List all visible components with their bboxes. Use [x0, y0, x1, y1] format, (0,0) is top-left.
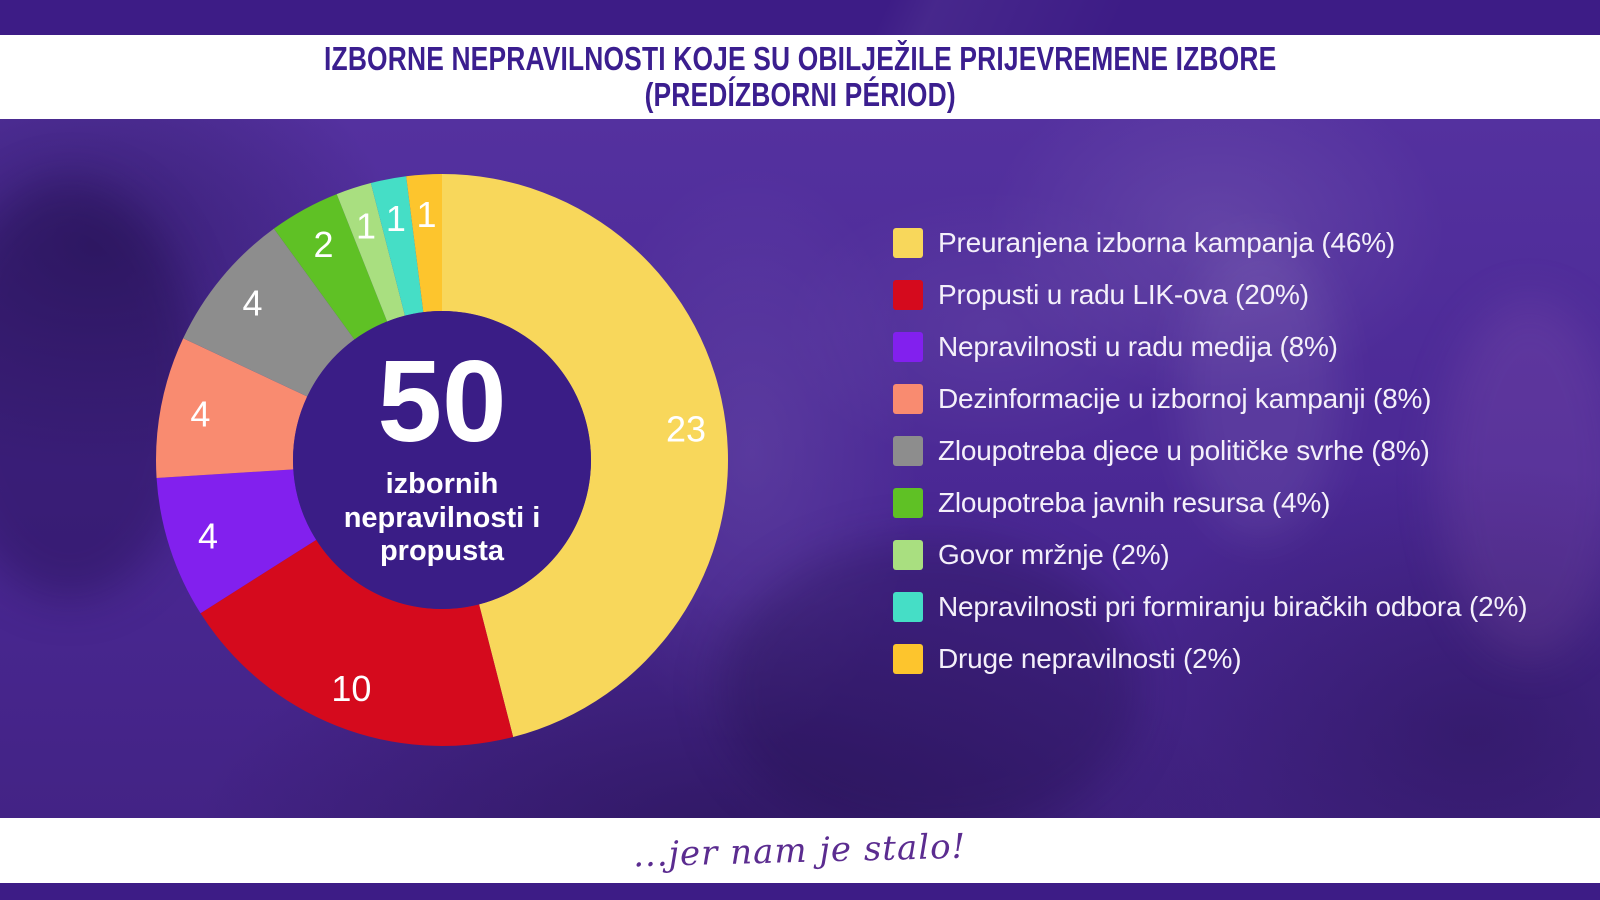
legend-swatch: [893, 644, 923, 674]
footer-band: ...jer nam je stalo!: [0, 818, 1600, 883]
donut-slice-preuranjena-izborna-kampanja: [442, 174, 729, 738]
footer-slogan: ...jer nam je stalo!: [632, 826, 968, 875]
legend-label: Govor mržnje (2%): [938, 539, 1170, 570]
legend-item: Druge nepravilnosti (2%): [893, 644, 1527, 674]
legend-swatch: [893, 488, 923, 518]
legend-item: Zloupotreba djece u političke svrhe (8%): [893, 436, 1527, 466]
photo-blob: [1180, 239, 1340, 539]
page-title-line1: IZBORNE NEPRAVILNOSTI KOJE SU OBILJEŽILE…: [323, 40, 1277, 78]
donut-slice-druge-nepravilnosti: [406, 174, 442, 313]
legend-swatch: [893, 280, 923, 310]
legend-swatch: [893, 592, 923, 622]
bottom-strip: [0, 883, 1600, 900]
legend-swatch: [893, 540, 923, 570]
legend-label: Druge nepravilnosti (2%): [938, 643, 1242, 674]
donut-slice-zloupotreba-djece-u-politi-ke-svrhe: [183, 228, 355, 397]
legend-item: Propusti u radu LIK-ova (20%): [893, 280, 1527, 310]
title-band: IZBORNE NEPRAVILNOSTI KOJE SU OBILJEŽILE…: [0, 35, 1600, 119]
top-strip: [0, 0, 1600, 35]
legend-swatch: [893, 228, 923, 258]
donut-slice-propusti-u-radu-lik-ova: [200, 539, 514, 746]
slice-value-label: 1: [356, 206, 376, 247]
legend-swatch: [893, 384, 923, 414]
slice-value-label: 2: [313, 224, 333, 265]
legend-item: Zloupotreba javnih resursa (4%): [893, 488, 1527, 518]
slice-value-label: 4: [190, 393, 210, 434]
photo-blob: [1440, 299, 1600, 659]
legend-label: Propusti u radu LIK-ova (20%): [938, 279, 1309, 310]
legend-item: Govor mržnje (2%): [893, 540, 1527, 570]
donut-center-circle: [293, 311, 591, 609]
legend-item: Nepravilnosti pri formiranju biračkih od…: [893, 591, 1528, 622]
chart-legend: Preuranjena izborna kampanja (46%) Propus…: [893, 228, 1528, 696]
slice-value-label: 1: [417, 194, 437, 235]
legend-swatch: [893, 436, 923, 466]
legend-label: Zloupotreba djece u političke svrhe (8%): [938, 435, 1430, 466]
legend-item: Preuranjena izborna kampanja (46%): [893, 228, 1527, 258]
legend-label: Dezinformacije u izbornoj kampanji (8%): [938, 383, 1432, 414]
donut-slice-zloupotreba-javnih-resursa: [273, 194, 388, 340]
legend-label: Zloupotreba javnih resursa (4%): [938, 487, 1331, 518]
slice-value-label: 4: [198, 516, 218, 557]
donut-slice-govor-mr-nje: [336, 182, 405, 322]
page-title-line2: (PREDÍZBORNI PÉRIOD): [644, 76, 956, 113]
photo-blob: [720, 539, 1140, 818]
donut-slice-nepravilnosti-pri-formiranju-bira-kih-odbora: [370, 176, 424, 316]
legend-label: Nepravilnosti pri formiranju biračkih od…: [938, 591, 1528, 622]
slice-value-label: 10: [331, 668, 371, 709]
page-title: IZBORNE NEPRAVILNOSTI KOJE SU OBILJEŽILE…: [324, 41, 1276, 112]
slice-value-label: 4: [242, 283, 262, 324]
donut-slice-nepravilnosti-u-radu-medija: [156, 469, 317, 614]
legend-label: Preuranjena izborna kampanja (46%): [938, 227, 1396, 258]
legend-item: Dezinformacije u izbornoj kampanji (8%): [893, 384, 1527, 414]
donut-slice-dezinformacije-u-izbornoj-kampanji: [155, 338, 308, 478]
legend-label: Nepravilnosti u radu medija (8%): [938, 331, 1338, 362]
background-photo: [0, 119, 1600, 818]
legend-item: Nepravilnosti u radu medija (8%): [893, 332, 1527, 362]
legend-swatch: [893, 332, 923, 362]
slice-value-label: 23: [666, 409, 706, 450]
slice-value-label: 1: [386, 198, 406, 239]
chart-area: 23 10 4 4 4 2 1 1 1 50 izbornih nepravilnosti i pr…: [0, 119, 1600, 818]
